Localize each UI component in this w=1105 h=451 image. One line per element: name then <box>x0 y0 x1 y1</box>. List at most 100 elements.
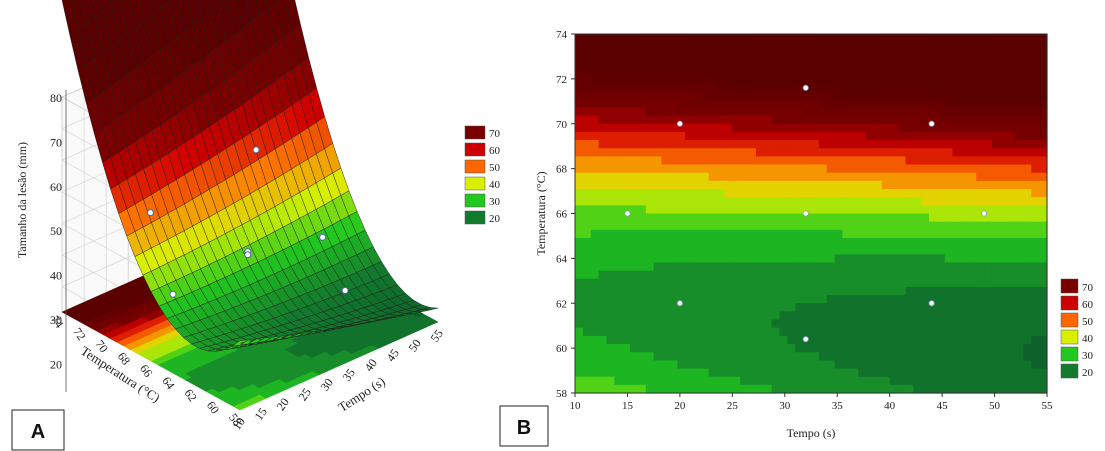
contour-cell <box>858 115 867 125</box>
contour-cell <box>834 270 844 280</box>
contour-cell <box>944 107 954 117</box>
contour-cell <box>606 205 615 215</box>
contour-cell <box>976 197 985 206</box>
contour-cell <box>929 82 938 92</box>
contour-cell <box>936 311 946 321</box>
contour-cell <box>818 311 828 321</box>
contour-cell <box>779 384 788 394</box>
contour-cell <box>590 82 600 92</box>
contour-cell <box>795 42 804 51</box>
contour-cell <box>834 319 844 329</box>
contour-cell <box>834 286 844 296</box>
contour-cell <box>748 42 757 51</box>
contour-cell <box>984 360 993 370</box>
contour-cell <box>905 131 914 141</box>
contour-cell <box>693 58 702 68</box>
contour-cell <box>999 270 1009 280</box>
contour-cell <box>645 164 655 174</box>
contour-cell <box>700 319 710 329</box>
contour-cell <box>645 246 655 255</box>
contour-cell <box>763 164 773 174</box>
contour-cell <box>653 311 663 321</box>
contour-cell <box>598 384 608 394</box>
contour-cell <box>960 384 969 394</box>
contour-cell <box>582 368 592 378</box>
contour-cell <box>708 319 718 329</box>
contour-cell <box>1023 180 1032 190</box>
contour-cell <box>708 58 718 68</box>
contour-cell <box>991 172 1001 182</box>
contour-cell <box>614 376 623 386</box>
contour-cell <box>921 131 930 141</box>
contour-cell <box>748 368 757 378</box>
contour-cell <box>1039 156 1048 166</box>
contour-cell <box>913 42 922 51</box>
contour-cell <box>873 376 883 386</box>
contour-cell <box>976 123 985 133</box>
contour-cell <box>952 91 962 100</box>
contour-cell <box>968 295 977 304</box>
contour-cell <box>897 352 906 361</box>
contour-cell <box>630 99 639 109</box>
contour-cell <box>889 58 899 68</box>
contour-cell <box>575 172 584 182</box>
contour-cell <box>700 246 710 255</box>
contour-cell <box>748 66 757 76</box>
contour-cell <box>732 311 741 321</box>
contour-cell <box>653 74 663 84</box>
contour-cell <box>693 180 702 190</box>
legend-swatch <box>1060 295 1079 311</box>
contour-cell <box>960 107 969 117</box>
contour-cell <box>700 107 710 117</box>
contour-cell <box>999 74 1009 84</box>
contour-cell <box>685 180 694 190</box>
contour-cell <box>606 115 615 125</box>
contour-cell <box>622 311 631 321</box>
contour-cell <box>1007 115 1017 125</box>
contour-cell <box>944 50 954 60</box>
contour-cell <box>929 156 938 166</box>
contour-cell <box>693 107 702 117</box>
contour-cell <box>677 205 686 215</box>
contour-cell <box>921 58 930 68</box>
contour-cell <box>614 303 623 313</box>
contour-cell <box>803 278 812 288</box>
contour-cell <box>669 164 678 174</box>
contour-cell <box>842 34 851 43</box>
contour-cell <box>771 278 781 288</box>
contour-cell <box>960 172 969 182</box>
contour-cell <box>929 164 938 174</box>
contour-cell <box>991 131 1001 141</box>
contour-cell <box>936 262 946 272</box>
contour-cell <box>700 376 710 386</box>
contour-cell <box>889 319 899 329</box>
contour-cell <box>693 172 702 182</box>
contour-cell <box>724 221 733 231</box>
contour-cell <box>929 107 938 117</box>
contour-cell <box>1023 189 1032 198</box>
contour-cell <box>1015 311 1024 321</box>
contour-cell <box>685 262 694 272</box>
contour-cell <box>850 311 859 321</box>
contour-cell <box>779 115 788 125</box>
contour-cell <box>645 172 655 182</box>
contour-cell <box>677 131 686 141</box>
contour-cell <box>999 327 1009 337</box>
contour-cell <box>582 327 592 337</box>
contour-cell <box>858 286 867 296</box>
contour-cell <box>637 42 647 51</box>
contour-cell <box>818 42 828 51</box>
contour-cell <box>936 286 946 296</box>
contour-cell <box>905 213 914 223</box>
contour-cell <box>991 42 1001 51</box>
contour-cell <box>960 335 969 345</box>
contour-cell <box>1007 205 1017 215</box>
contour-cell <box>708 278 718 288</box>
contour-cell <box>700 189 710 198</box>
contour-cell <box>944 246 954 255</box>
contour-cell <box>1015 360 1024 370</box>
contour-cell <box>740 156 749 166</box>
contour-cell <box>811 237 820 247</box>
contour-cell <box>803 34 812 43</box>
contour-cell <box>582 58 592 68</box>
